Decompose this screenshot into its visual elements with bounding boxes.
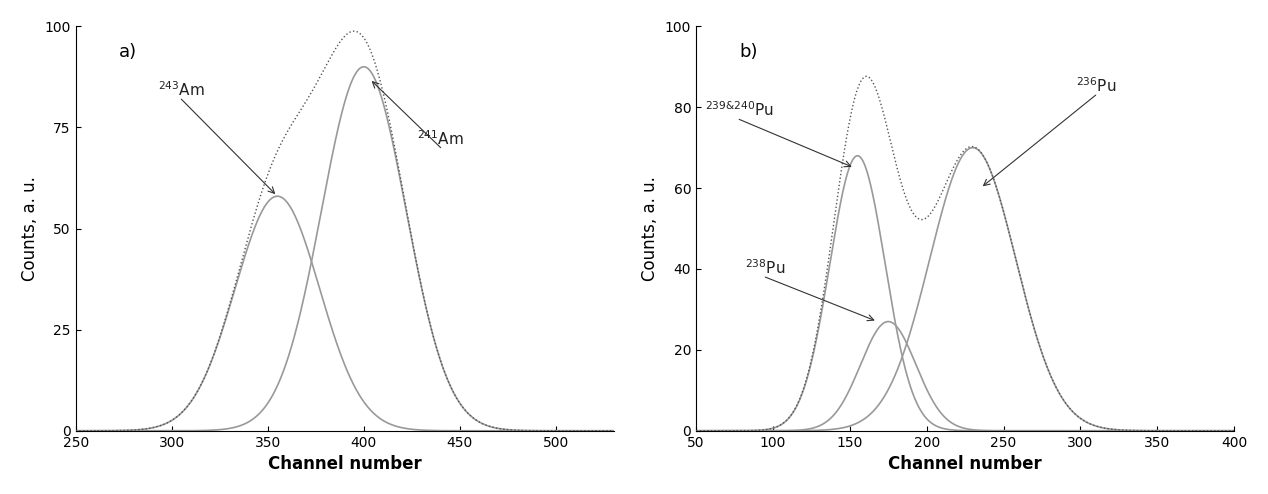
X-axis label: Channel number: Channel number [268, 455, 421, 473]
Text: $^{241}$Am: $^{241}$Am [417, 129, 464, 148]
Text: a): a) [119, 42, 137, 60]
Y-axis label: Counts, a. u.: Counts, a. u. [642, 176, 659, 281]
Y-axis label: Counts, a. u.: Counts, a. u. [20, 176, 39, 281]
Text: $^{239&240}$Pu: $^{239&240}$Pu [705, 101, 773, 120]
X-axis label: Channel number: Channel number [888, 455, 1042, 473]
Text: $^{238}$Pu: $^{238}$Pu [746, 258, 785, 277]
Text: $^{236}$Pu: $^{236}$Pu [1075, 77, 1116, 95]
Text: b): b) [739, 42, 758, 60]
Text: $^{243}$Am: $^{243}$Am [157, 81, 205, 99]
